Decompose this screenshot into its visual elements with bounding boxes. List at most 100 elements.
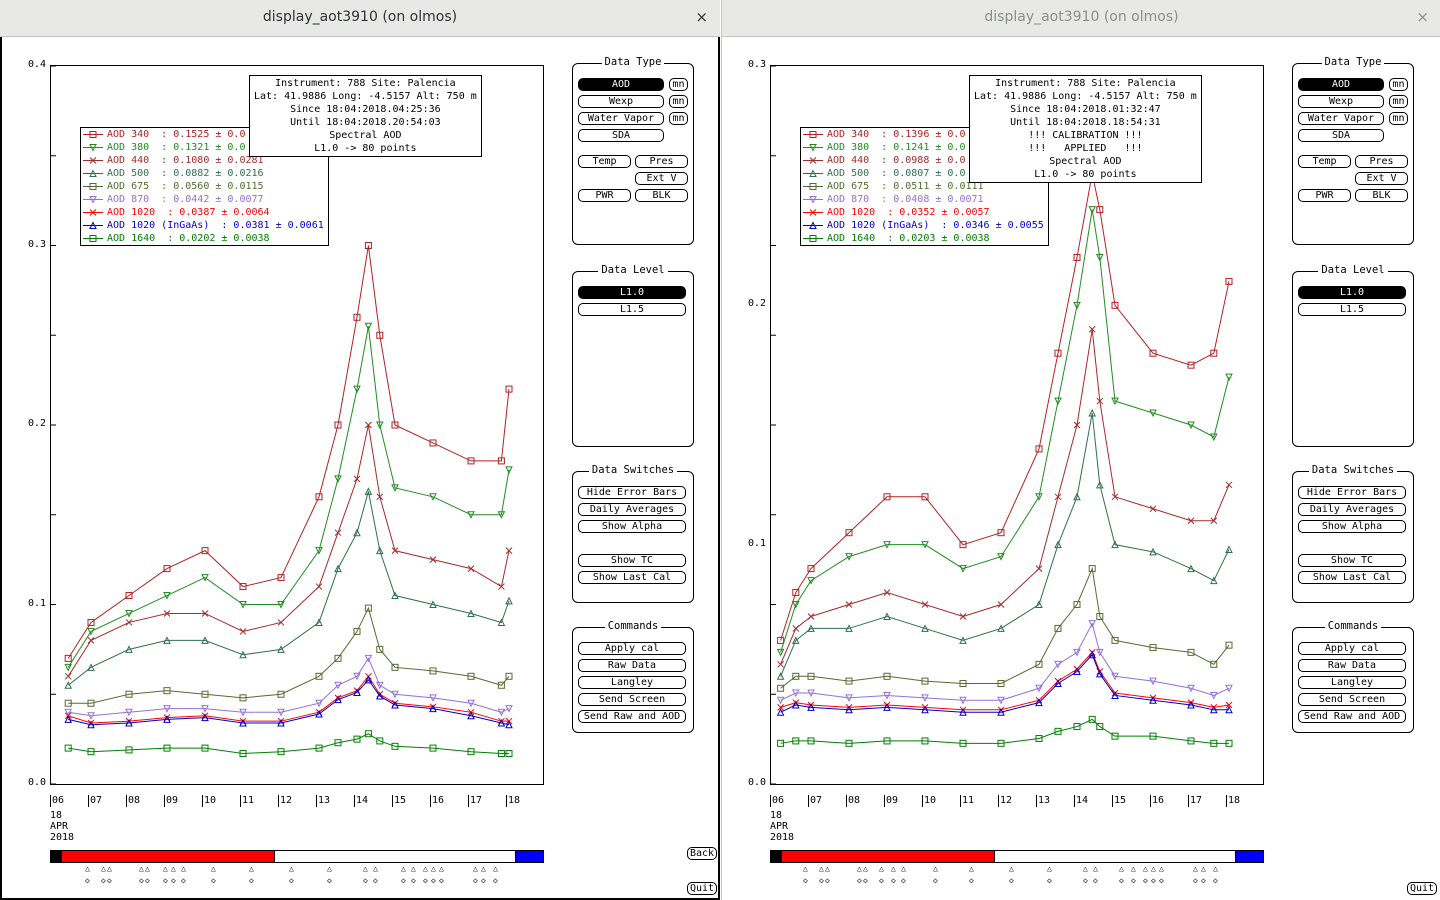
daily-averages-button[interactable]: Daily Averages — [578, 503, 686, 516]
blk-button[interactable]: BLK — [1355, 189, 1408, 202]
series-line — [68, 658, 509, 715]
wexp-mn-button[interactable]: mn — [1389, 95, 1408, 108]
sda-button[interactable]: SDA — [1298, 129, 1384, 142]
water-vapor-mn-button[interactable]: mn — [1389, 112, 1408, 125]
legend-marker-icon — [83, 180, 103, 193]
measurement-diamond-icon: ◇ — [1119, 877, 1124, 885]
blk-button[interactable]: BLK — [635, 189, 688, 202]
timeline-red-segment[interactable] — [781, 850, 996, 863]
group-title-text: Commands — [605, 620, 662, 632]
ext-v-button[interactable]: Ext V — [635, 172, 688, 185]
window-title: display_aot3910 (on olmos) — [0, 9, 720, 25]
langley-button[interactable]: Langley — [1298, 676, 1406, 689]
level-l15-button[interactable]: L1.5 — [578, 303, 686, 316]
x-tick-mark — [50, 795, 51, 807]
raw-data-button[interactable]: Raw Data — [1298, 659, 1406, 672]
quit-button[interactable]: Quit — [687, 882, 717, 895]
water-vapor-mn-button[interactable]: mn — [669, 112, 688, 125]
timeline-blue-block[interactable] — [515, 850, 544, 863]
aod-mn-button[interactable]: mn — [669, 78, 688, 91]
wexp-button[interactable]: Wexp — [1298, 95, 1384, 108]
raw-data-button[interactable]: Raw Data — [578, 659, 686, 672]
level-l15-button[interactable]: L1.5 — [1298, 303, 1406, 316]
close-icon[interactable]: × — [695, 8, 708, 26]
legend-label: AOD 675 : 0.0560 ± 0.0115 — [107, 181, 264, 192]
measurement-diamond-icon: ◇ — [1151, 877, 1156, 885]
legend-label: AOD 380 : 0.1321 ± 0.0 — [107, 142, 245, 153]
legend-label: AOD 340 : 0.1525 ± 0.0 — [107, 129, 245, 140]
data-point — [335, 530, 341, 536]
send-raw-and-aod-button[interactable]: Send Raw and AOD — [578, 710, 686, 723]
data-point — [1226, 482, 1232, 488]
x-tick-label: 08 — [848, 795, 860, 806]
langley-button[interactable]: Langley — [578, 676, 686, 689]
send-raw-and-aod-button[interactable]: Send Raw and AOD — [1298, 710, 1406, 723]
titlebar[interactable]: display_aot3910 (on olmos) × — [722, 0, 1440, 37]
titlebar[interactable]: display_aot3910 (on olmos) × — [0, 0, 720, 37]
aod-mn-button[interactable]: mn — [1389, 78, 1408, 91]
x-tick-mark — [278, 795, 279, 807]
series-line — [781, 329, 1229, 664]
legend-marker-icon — [803, 128, 823, 141]
apply-cal-button[interactable]: Apply cal — [578, 642, 686, 655]
measurement-diamond-icon: ◇ — [85, 877, 90, 885]
y-tick-label: 0.3 — [726, 59, 766, 70]
level-l10-button[interactable]: L1.0 — [1298, 286, 1406, 299]
series-aod-340 — [65, 243, 512, 662]
hide-error-bars-button[interactable]: Hide Error Bars — [1298, 486, 1406, 499]
measurement-triangle-icon: △ — [863, 865, 868, 873]
ext-v-button[interactable]: Ext V — [1355, 172, 1408, 185]
pres-button[interactable]: Pres — [635, 155, 688, 168]
send-screen-button[interactable]: Send Screen — [1298, 693, 1406, 706]
measurement-diamond-icon: ◇ — [1047, 877, 1052, 885]
daily-averages-button[interactable]: Daily Averages — [1298, 503, 1406, 516]
timeline-white-segment[interactable] — [274, 850, 517, 863]
send-screen-button[interactable]: Send Screen — [578, 693, 686, 706]
x-tick-label: 15 — [1114, 795, 1126, 806]
data-point — [778, 697, 784, 703]
aod-button[interactable]: AOD — [1298, 78, 1384, 91]
group-title: Data Switches — [573, 464, 693, 476]
temp-button[interactable]: Temp — [1298, 155, 1351, 168]
quit-button[interactable]: Quit — [1407, 882, 1437, 895]
show-tc-button[interactable]: Show TC — [1298, 554, 1406, 567]
show-alpha-button[interactable]: Show Alpha — [578, 520, 686, 533]
apply-cal-button[interactable]: Apply cal — [1298, 642, 1406, 655]
sda-button[interactable]: SDA — [578, 129, 664, 142]
measurement-diamond-icon: ◇ — [423, 877, 428, 885]
pwr-button[interactable]: PWR — [1298, 189, 1351, 202]
measurement-diamond-icon: ◇ — [1159, 877, 1164, 885]
legend-label: AOD 500 : 0.0807 ± 0.0 — [827, 168, 965, 179]
hide-error-bars-button[interactable]: Hide Error Bars — [578, 486, 686, 499]
data-point — [884, 590, 890, 596]
series-line — [68, 425, 509, 676]
legend-entry: AOD 675 : 0.0560 ± 0.0115 — [107, 180, 324, 193]
pres-button[interactable]: Pres — [1355, 155, 1408, 168]
wexp-button[interactable]: Wexp — [578, 95, 664, 108]
info-line: L1.0 -> 80 points — [974, 168, 1197, 181]
x-tick-label: 18 — [1228, 795, 1240, 806]
pwr-button[interactable]: PWR — [578, 189, 631, 202]
x-tick-mark — [846, 795, 847, 807]
wexp-mn-button[interactable]: mn — [669, 95, 688, 108]
aod-button[interactable]: AOD — [578, 78, 664, 91]
timeline-red-segment[interactable] — [61, 850, 276, 863]
temp-button[interactable]: Temp — [578, 155, 631, 168]
series-line — [68, 608, 509, 703]
show-last-cal-button[interactable]: Show Last Cal — [578, 571, 686, 584]
show-tc-button[interactable]: Show TC — [578, 554, 686, 567]
back-button[interactable]: Back — [687, 847, 717, 860]
measurement-triangle-icon: △ — [1143, 865, 1148, 873]
close-icon[interactable]: × — [1416, 8, 1429, 26]
show-alpha-button[interactable]: Show Alpha — [1298, 520, 1406, 533]
timeline-blue-block[interactable] — [1235, 850, 1264, 863]
level-l10-button[interactable]: L1.0 — [578, 286, 686, 299]
x-tick-label: 13 — [318, 795, 330, 806]
x-tick-label: 06 — [52, 795, 64, 806]
water-vapor-button[interactable]: Water Vapor — [1298, 112, 1384, 125]
series-aod-1640 — [65, 731, 512, 757]
show-last-cal-button[interactable]: Show Last Cal — [1298, 571, 1406, 584]
timeline-white-segment[interactable] — [994, 850, 1237, 863]
water-vapor-button[interactable]: Water Vapor — [578, 112, 664, 125]
group-title-text: Commands — [1325, 620, 1382, 632]
